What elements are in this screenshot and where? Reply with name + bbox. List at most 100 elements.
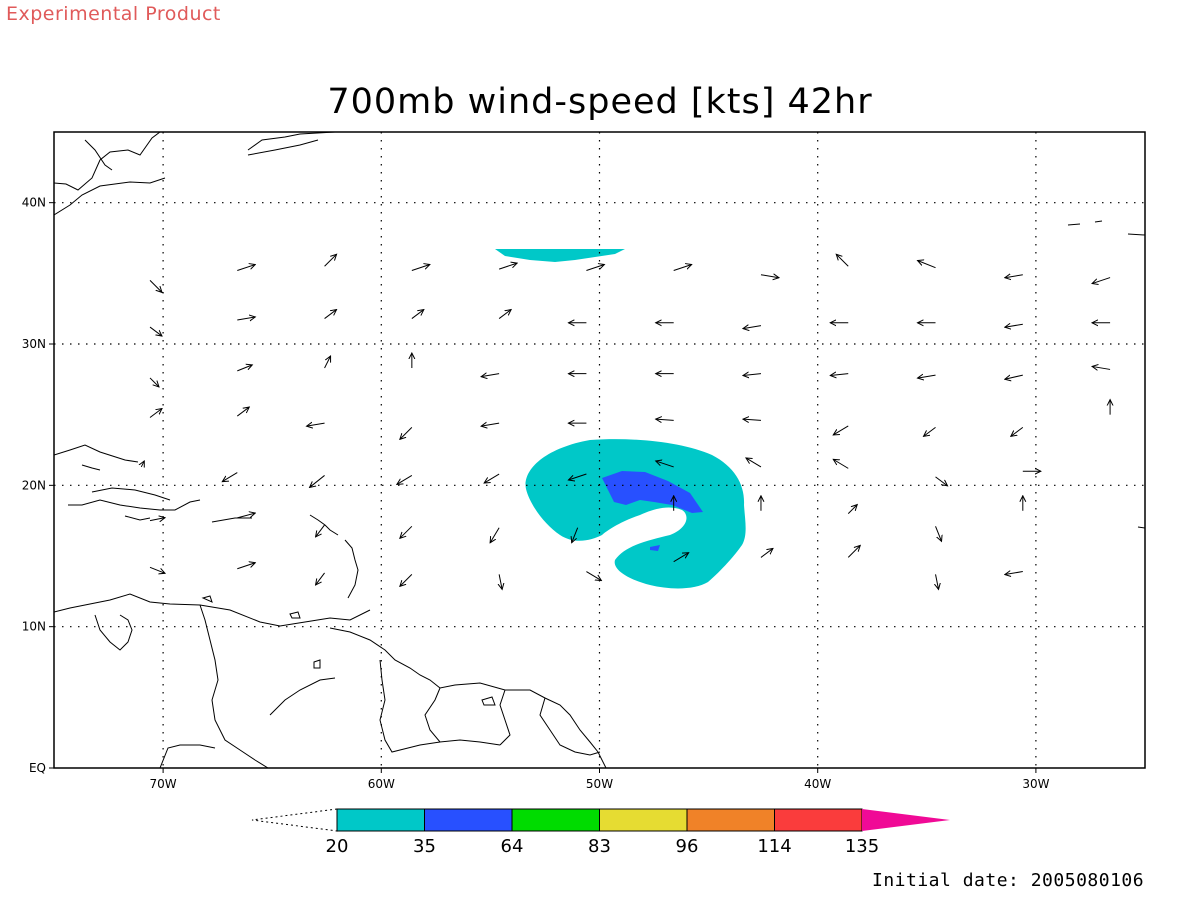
- wind-shade-storm-inner: [602, 471, 703, 513]
- wind-vector-arrow: [656, 461, 674, 468]
- wind-vector-arrow: [484, 473, 500, 483]
- wind-vector-arrow: [924, 426, 936, 436]
- wind-vector-arrow: [935, 476, 948, 486]
- experimental-product-banner: Experimental Product: [6, 3, 221, 25]
- wind-vector-arrow: [1005, 374, 1023, 379]
- wind-vector-arrow: [1092, 277, 1111, 284]
- wind-vector-arrow: [760, 275, 779, 278]
- colorbar-label: 135: [845, 836, 879, 857]
- colorbar-segment: [336, 808, 425, 832]
- wind-vector-arrow: [237, 265, 255, 271]
- wind-vector-arrow: [149, 518, 165, 521]
- wind-vector-arrow: [149, 408, 162, 418]
- colorbar: 20 35 64 83 96 114 135: [251, 808, 950, 857]
- colorbar-label: 35: [413, 836, 436, 857]
- wind-vector-arrow: [324, 310, 337, 319]
- colorbar-segment: [511, 808, 600, 832]
- colorbar-segment: [424, 808, 513, 832]
- wind-vector-arrow: [830, 374, 849, 376]
- colorbar-segment: [774, 808, 863, 832]
- wind-vector-arrow: [411, 265, 430, 271]
- wind-vector-arrow: [316, 572, 325, 585]
- wind-vector-arrow: [149, 280, 162, 292]
- wind-vector-arrow: [481, 423, 500, 426]
- colorbar-label: 20: [326, 836, 349, 857]
- lon-tick-label: 50W: [586, 777, 613, 791]
- wind-vector-arrow: [324, 356, 331, 369]
- wind-vector-arrow: [481, 374, 500, 377]
- wind-vector-arrow: [1011, 426, 1024, 436]
- lat-tick-label: 20N: [22, 478, 46, 492]
- wind-vector-arrow: [149, 326, 162, 336]
- colorbar-segment: [599, 808, 688, 832]
- coastlines: [54, 132, 1145, 768]
- lon-tick-label: 70W: [150, 777, 177, 791]
- lat-tick-labels: EQ 10N 20N 30N 40N: [22, 196, 54, 775]
- wind-shade-storm-speck: [650, 545, 660, 551]
- wind-vector-arrow: [847, 505, 857, 514]
- wind-vector-arrow: [572, 527, 579, 543]
- wind-vector-arrow: [316, 524, 325, 537]
- lat-lon-grid: [54, 132, 1145, 768]
- wind-vector-arrow: [310, 475, 325, 487]
- wind-vector-arrow: [1005, 572, 1023, 575]
- wind-vector-arrow: [149, 377, 159, 387]
- colorbar-label: 83: [588, 836, 611, 857]
- wind-vectors: [141, 254, 1110, 589]
- wind-vector-arrow: [307, 423, 325, 426]
- wind-vector-arrow: [1005, 324, 1023, 327]
- colorbar-lower-triangle: [251, 808, 338, 832]
- wind-vector-arrow: [324, 254, 337, 267]
- wind-vector-arrow: [149, 566, 165, 573]
- wind-vector-arrow: [743, 419, 762, 420]
- colorbar-label: 96: [676, 836, 699, 857]
- wind-vector-arrow: [746, 458, 762, 468]
- lat-tick-label: 40N: [22, 196, 46, 210]
- wind-vector-arrow: [141, 461, 144, 467]
- wind-vector-arrow: [935, 526, 942, 541]
- wind-vector-arrow: [236, 407, 249, 417]
- colorbar-label: 64: [501, 836, 524, 857]
- wind-vector-arrow: [498, 263, 517, 270]
- colorbar-upper-triangle: [862, 809, 950, 831]
- wind-vector-arrow: [237, 563, 255, 570]
- lon-tick-label: 40W: [804, 777, 831, 791]
- lon-tick-labels: 70W 60W 50W 40W 30W: [150, 768, 1050, 791]
- wind-vector-arrow: [400, 427, 413, 439]
- wind-vector-arrow: [237, 513, 255, 519]
- lon-tick-label: 30W: [1022, 777, 1049, 791]
- wind-shade-storm-outer: [525, 439, 746, 589]
- wind-vector-arrow: [499, 574, 502, 589]
- wind-vector-arrow: [400, 574, 413, 586]
- wind-vector-arrow: [397, 475, 413, 484]
- wind-vector-arrow: [400, 525, 413, 538]
- wind-vector-arrow: [498, 310, 511, 319]
- lat-tick-label: 30N: [22, 337, 46, 351]
- wind-vector-arrow: [673, 553, 689, 563]
- wind-vector-arrow: [836, 254, 849, 267]
- wind-vector-arrow: [847, 545, 860, 558]
- wind-vector-arrow: [656, 419, 674, 420]
- wind-vector-arrow: [936, 574, 939, 589]
- lon-tick-label: 60W: [368, 777, 395, 791]
- colorbar-label: 114: [757, 836, 791, 857]
- wind-vector-arrow: [673, 265, 692, 271]
- wind-shade-north-band: [495, 249, 625, 262]
- wind-vector-arrow: [743, 326, 762, 329]
- wind-vector-arrow: [222, 472, 238, 482]
- lat-tick-label: EQ: [29, 761, 46, 775]
- wind-vector-arrow: [411, 310, 424, 319]
- wind-vector-arrow: [833, 425, 849, 435]
- wind-vector-arrow: [568, 473, 587, 480]
- wind-vector-arrow: [1005, 275, 1023, 278]
- initial-date-label: Initial date: 2005080106: [872, 870, 1145, 891]
- lat-tick-label: 10N: [22, 620, 46, 634]
- wind-vector-arrow: [1092, 366, 1111, 369]
- wind-vector-arrow: [490, 527, 500, 543]
- wind-vector-arrow: [918, 260, 936, 269]
- wind-vector-arrow: [760, 548, 773, 558]
- wind-vector-arrow: [586, 265, 604, 271]
- wind-vector-arrow: [586, 571, 601, 581]
- colorbar-segment: [686, 808, 775, 832]
